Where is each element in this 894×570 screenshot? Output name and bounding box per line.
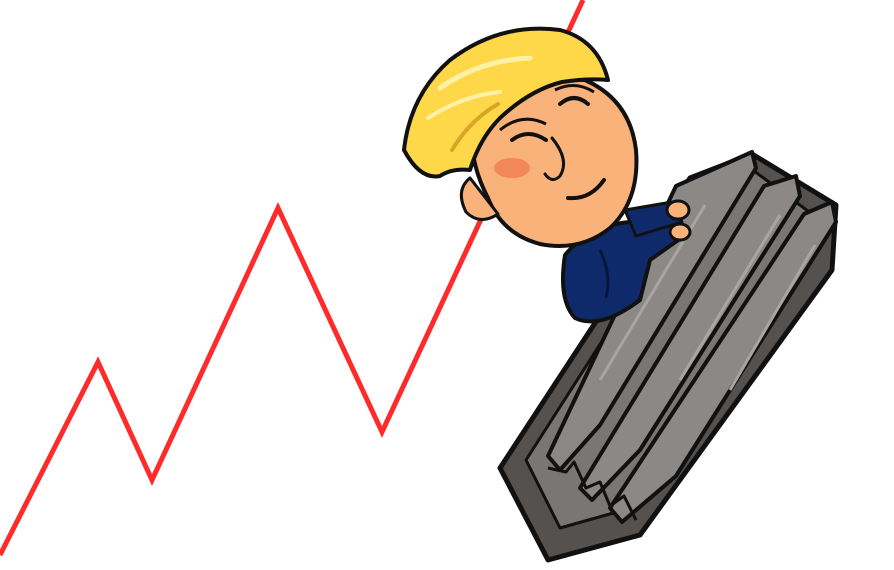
hands — [665, 199, 692, 242]
steel-highlight-2 — [678, 214, 782, 381]
hand-upper — [665, 199, 691, 221]
hair-shadow — [450, 102, 500, 152]
hair-streak-1 — [437, 55, 533, 91]
cheek-blush — [494, 158, 530, 178]
steel-beam-broken-edge — [547, 460, 638, 521]
suit-fold — [598, 249, 610, 299]
steel-beam-ridge-1 — [546, 150, 758, 472]
right-brow — [554, 84, 595, 94]
steel-beams — [497, 150, 839, 563]
hand-lower — [668, 222, 692, 242]
hair — [402, 26, 610, 179]
cartoon-head — [402, 26, 639, 248]
right-eye — [558, 96, 590, 106]
left-brow — [499, 117, 547, 132]
mouth — [566, 178, 606, 201]
steel-beam-ridge-2 — [578, 174, 802, 502]
hair-streak-2 — [426, 90, 502, 120]
nose — [543, 136, 566, 181]
red-trend-line — [0, 0, 586, 557]
steel-highlight-3 — [728, 244, 817, 391]
ear — [459, 176, 500, 221]
steel-beam-ridge-3 — [608, 200, 838, 524]
left-eye — [510, 132, 548, 142]
